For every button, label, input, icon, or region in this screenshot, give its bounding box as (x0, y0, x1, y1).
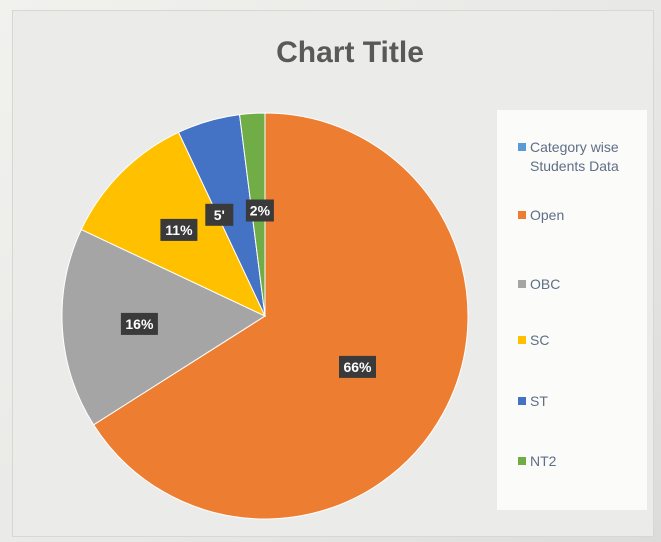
legend-label-obc: OBC (530, 276, 561, 292)
data-label-box (120, 312, 158, 335)
legend-swatch-sc (518, 336, 526, 344)
legend-label-sc: SC (530, 332, 550, 348)
legend-title: Category wise Students Data (518, 138, 648, 176)
legend-item-st: ST (518, 392, 648, 411)
legend-item-obc: OBC (518, 275, 648, 294)
data-label-box (160, 218, 198, 241)
pie-slice-obc (61, 228, 267, 426)
legend-label-nt2: NT2 (530, 453, 557, 469)
legend-item-open: Open (518, 206, 648, 225)
chart-title: Chart Title (276, 36, 424, 69)
legend-label-open: Open (530, 207, 565, 223)
legend-item-sc: SC (518, 331, 648, 350)
data-label-text: 5' (214, 207, 225, 223)
legend-swatch-obc (518, 280, 526, 288)
legend-swatch-open (518, 211, 526, 219)
data-label-st: 5' (205, 203, 234, 226)
legend-swatch-nt2 (518, 457, 526, 465)
data-label-box (205, 203, 234, 226)
data-label-sc: 11% (160, 218, 198, 241)
data-label-text: 66% (343, 359, 372, 375)
data-label-text: 16% (125, 316, 154, 332)
legend-title-text: Category wise Students Data (530, 139, 619, 174)
data-label-text: 11% (165, 222, 193, 238)
legend-item-nt2: NT2 (518, 452, 648, 471)
legend-label-st: ST (530, 393, 548, 409)
data-label-text: 2% (250, 203, 271, 219)
legend-title-swatch (518, 143, 526, 151)
data-label-box (339, 355, 376, 378)
legend-swatch-st (518, 397, 526, 405)
data-label-nt2: 2% (245, 199, 274, 222)
legend-panel (497, 110, 647, 510)
data-label-open: 66% (339, 355, 376, 378)
pie-slice-open (92, 112, 469, 520)
data-label-obc: 16% (120, 312, 158, 335)
data-label-box (245, 199, 274, 222)
